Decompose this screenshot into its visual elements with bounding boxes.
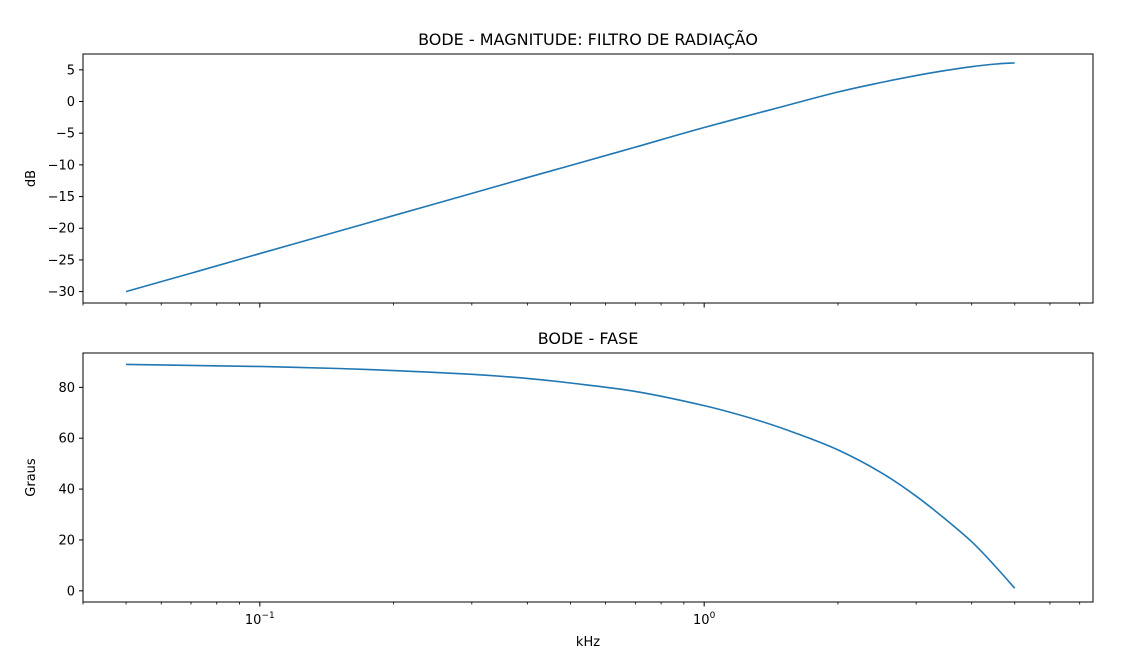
magnitude-series-line — [125, 62, 1015, 293]
phase-panel: BODE - FASE Graus kHz 0 20 40 60 80 10−1 100 — [24, 329, 1094, 650]
phase-y-tick-label: 80 — [58, 381, 75, 396]
magnitude-y-tick-label: −20 — [48, 222, 75, 237]
magnitude-plot-frame — [82, 53, 1094, 304]
phase-y-tick-label: 60 — [58, 432, 75, 447]
magnitude-y-tick-label: −25 — [48, 253, 75, 268]
magnitude-y-tick-label: 5 — [67, 63, 75, 78]
phase-x-tick-label: 100 — [693, 611, 716, 628]
magnitude-y-tick-label: 0 — [67, 95, 75, 110]
magnitude-y-tick-label: −15 — [48, 190, 75, 205]
magnitude-y-tick-label: −30 — [48, 285, 75, 300]
phase-x-axis-label: kHz — [576, 635, 600, 650]
magnitude-y-axis-label: dB — [24, 170, 39, 187]
phase-y-tick-label: 40 — [58, 483, 75, 498]
phase-y-tick-label: 0 — [67, 584, 75, 599]
phase-plot-frame — [82, 352, 1094, 603]
magnitude-y-tick-label: −5 — [56, 127, 75, 142]
phase-series-line — [126, 363, 1016, 589]
magnitude-y-tick-label: −10 — [48, 158, 75, 173]
phase-y-axis-label: Graus — [24, 458, 39, 497]
magnitude-panel: BODE - MAGNITUDE: FILTRO DE RADIAÇÃO dB 5 0… — [24, 30, 1094, 308]
magnitude-title: BODE - MAGNITUDE: FILTRO DE RADIAÇÃO — [418, 30, 758, 49]
phase-y-tick-label: 20 — [58, 533, 75, 548]
phase-x-tick-label: 10−1 — [245, 611, 275, 628]
phase-title: BODE - FASE — [538, 329, 639, 348]
